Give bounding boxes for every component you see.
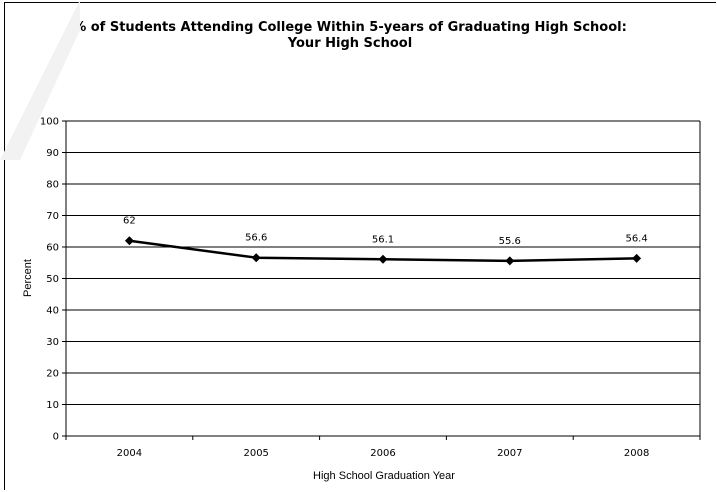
data-point-2007 (505, 256, 515, 266)
y-tick-label-10: 10 (46, 400, 59, 411)
data-label-2006: 56.1 (372, 234, 394, 245)
series (124, 236, 642, 266)
data-label-2007: 55.6 (499, 236, 521, 247)
y-tick-label-80: 80 (46, 180, 59, 191)
labels: 62 56.6 56.1 55.6 56.4 (123, 216, 648, 247)
x-tick-label-2005: 2005 (243, 448, 268, 459)
chart-title-line-2: Your High School (287, 36, 413, 51)
x-tick-label-2006: 2006 (370, 448, 395, 459)
gridlines (66, 120, 700, 437)
chart-frame (4, 2, 716, 490)
data-label-2004: 62 (123, 216, 136, 227)
y-tick-label-20: 20 (46, 369, 59, 380)
chart-title-line-1: % of Students Attending College Within 5… (73, 20, 627, 35)
data-point-2005 (251, 253, 261, 263)
y-tick-label-40: 40 (46, 306, 59, 317)
y-tick-label-70: 70 (46, 211, 59, 222)
y-axis-title: Percent (22, 259, 34, 297)
axes: 0 10 20 30 40 50 60 70 80 90 100 2004 2005 2006 2007 20… (40, 117, 701, 459)
data-label-2008: 56.4 (625, 233, 647, 244)
y-tick-label-100: 100 (40, 117, 59, 128)
data-point-2006 (378, 254, 388, 264)
data-label-2005: 56.6 (245, 233, 267, 244)
y-tick-label-0: 0 (53, 432, 59, 443)
x-tick-label-2007: 2007 (497, 448, 522, 459)
data-point-2004 (124, 236, 134, 246)
x-tick-label-2004: 2004 (117, 448, 142, 459)
y-tick-label-30: 30 (46, 337, 59, 348)
y-tick-label-60: 60 (46, 243, 59, 254)
x-axis-title: High School Graduation Year (313, 470, 455, 482)
x-tick-label-2008: 2008 (624, 448, 649, 459)
y-tick-label-50: 50 (46, 274, 59, 285)
corner-decoration (0, 0, 80, 160)
y-tick-label-90: 90 (46, 148, 59, 159)
chart-title: % of Students Attending College Within 5… (40, 20, 660, 52)
data-point-2008 (632, 253, 642, 263)
